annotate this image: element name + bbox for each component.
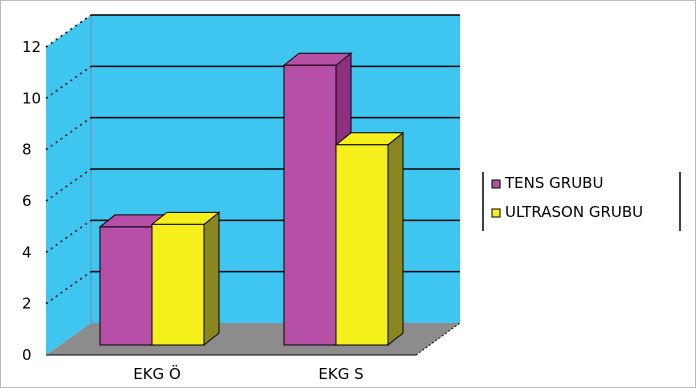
bar (151, 223, 205, 346)
y-tick-label: 2 (22, 295, 32, 313)
y-tick-label: 12 (22, 38, 41, 56)
legend-swatch (491, 208, 501, 218)
legend: TENS GRUBU ULTRASON GRUBU (482, 172, 681, 231)
y-tick-label: 8 (22, 141, 32, 159)
y-axis-ticks: 0 2 4 6 8 10 12 (22, 38, 41, 364)
y-tick-label: 4 (22, 243, 32, 261)
bar (335, 144, 389, 346)
legend-swatch (491, 179, 501, 189)
bar (99, 226, 153, 346)
x-axis-labels: EKG Ö EKG S (133, 364, 363, 383)
side-wall-panel (46, 15, 91, 355)
floor-right-edge (415, 322, 461, 356)
x-tick-label: EKG S (318, 365, 363, 383)
bar-side (203, 211, 220, 347)
y-tick-label: 10 (22, 89, 41, 107)
legend-label: TENS GRUBU (504, 174, 603, 192)
bars (98, 52, 405, 347)
y-tick-label: 6 (22, 192, 32, 210)
y-tick-label: 0 (22, 346, 32, 364)
legend-label: ULTRASON GRUBU (505, 203, 643, 221)
bar (283, 64, 337, 346)
x-tick-label: EKG Ö (133, 364, 181, 383)
bar-side (387, 131, 404, 347)
